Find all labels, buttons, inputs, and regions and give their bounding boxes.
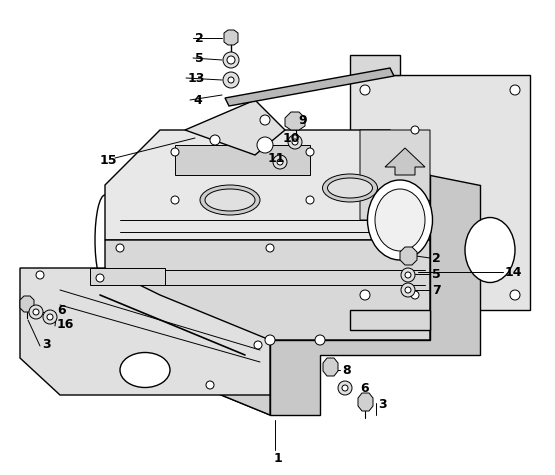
Circle shape <box>401 283 415 297</box>
Circle shape <box>266 244 274 252</box>
Circle shape <box>405 272 411 278</box>
Polygon shape <box>90 268 165 285</box>
Circle shape <box>342 385 348 391</box>
Text: 5: 5 <box>432 267 441 281</box>
Polygon shape <box>350 55 400 75</box>
Polygon shape <box>105 130 430 240</box>
Ellipse shape <box>375 189 425 251</box>
Ellipse shape <box>327 178 372 198</box>
Ellipse shape <box>465 218 515 283</box>
Circle shape <box>257 137 273 153</box>
Circle shape <box>223 72 239 88</box>
Polygon shape <box>358 393 373 411</box>
Polygon shape <box>350 310 430 330</box>
Circle shape <box>338 381 352 395</box>
Text: 9: 9 <box>298 114 306 126</box>
Circle shape <box>171 148 179 156</box>
Circle shape <box>43 310 57 324</box>
Text: 8: 8 <box>342 363 351 377</box>
Text: 1: 1 <box>274 452 282 465</box>
Text: 6: 6 <box>57 304 65 316</box>
Text: 6: 6 <box>360 381 369 395</box>
Circle shape <box>228 77 234 83</box>
Circle shape <box>227 56 235 64</box>
Polygon shape <box>105 300 270 415</box>
Text: 16: 16 <box>57 319 74 332</box>
Circle shape <box>277 159 283 165</box>
Circle shape <box>288 135 302 149</box>
Text: 15: 15 <box>100 153 118 167</box>
Circle shape <box>254 341 262 349</box>
Text: 2: 2 <box>432 251 441 265</box>
Circle shape <box>401 268 415 282</box>
Polygon shape <box>360 130 430 220</box>
Ellipse shape <box>322 174 377 202</box>
Polygon shape <box>385 148 425 175</box>
Polygon shape <box>400 247 417 265</box>
Circle shape <box>29 305 43 319</box>
Circle shape <box>411 291 419 299</box>
Polygon shape <box>175 145 310 175</box>
Ellipse shape <box>205 189 255 211</box>
Ellipse shape <box>120 352 170 388</box>
Circle shape <box>96 274 104 282</box>
Circle shape <box>292 139 298 145</box>
Circle shape <box>260 115 270 125</box>
Polygon shape <box>285 112 305 130</box>
Text: 10: 10 <box>283 132 300 144</box>
Polygon shape <box>323 358 338 376</box>
Polygon shape <box>224 30 238 45</box>
Ellipse shape <box>200 185 260 215</box>
Circle shape <box>33 309 39 315</box>
Circle shape <box>116 244 124 252</box>
Text: 14: 14 <box>505 266 522 278</box>
Polygon shape <box>270 175 480 415</box>
Text: 5: 5 <box>195 51 204 65</box>
Circle shape <box>223 52 239 68</box>
Text: 4: 4 <box>193 94 202 106</box>
Circle shape <box>510 290 520 300</box>
Polygon shape <box>225 68 394 106</box>
Circle shape <box>171 196 179 204</box>
Circle shape <box>315 335 325 345</box>
Text: 13: 13 <box>188 72 205 85</box>
Circle shape <box>210 135 220 145</box>
Circle shape <box>360 85 370 95</box>
Circle shape <box>265 335 275 345</box>
Circle shape <box>405 287 411 293</box>
Circle shape <box>360 290 370 300</box>
Text: 11: 11 <box>268 152 285 164</box>
Text: 7: 7 <box>432 284 441 296</box>
Polygon shape <box>20 296 34 312</box>
Text: 3: 3 <box>378 399 387 411</box>
Circle shape <box>510 85 520 95</box>
Polygon shape <box>105 240 430 415</box>
Circle shape <box>206 381 214 389</box>
Circle shape <box>306 196 314 204</box>
Circle shape <box>47 314 53 320</box>
Polygon shape <box>185 100 285 155</box>
Text: 3: 3 <box>42 339 51 352</box>
Polygon shape <box>350 75 530 310</box>
Ellipse shape <box>367 180 432 260</box>
Circle shape <box>36 271 44 279</box>
Circle shape <box>306 148 314 156</box>
Circle shape <box>273 155 287 169</box>
Text: 2: 2 <box>195 31 204 45</box>
Polygon shape <box>20 268 270 395</box>
Circle shape <box>411 126 419 134</box>
